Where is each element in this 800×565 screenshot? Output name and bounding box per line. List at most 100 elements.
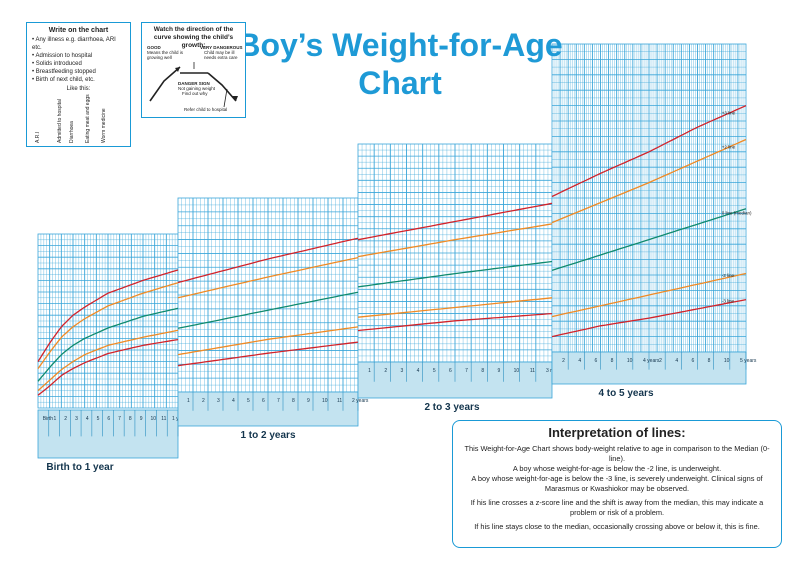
- ruler-tick-label: 2: [659, 358, 662, 364]
- interpretation-heading: Interpretation of lines:: [548, 425, 686, 440]
- ruler-tick-label: 8: [481, 368, 484, 374]
- example-labels: A.R.I Admitted to hospital Diarrhoea Eat…: [33, 94, 128, 143]
- ruler-tick-label: 1: [368, 368, 371, 374]
- series-line-minus2: [37, 329, 179, 392]
- series-label: -2 line: [722, 273, 735, 278]
- very-dangerous-label: VERY DANGEROUS: [200, 45, 243, 50]
- series-line-plus3: [357, 202, 553, 241]
- ruler-tick-label: 6: [692, 358, 695, 364]
- ruler-tick-label: 9: [498, 368, 501, 374]
- series-line-plus2: [357, 223, 553, 258]
- interpretation-text-1: This Weight-for-Age Chart shows body-wei…: [464, 444, 770, 463]
- write-box-item: Breastfeeding stopped: [32, 68, 125, 76]
- ruler-tick-label: 6: [595, 358, 598, 364]
- series-line-plus2: [177, 256, 359, 299]
- write-box-heading: Write on the chart: [48, 27, 109, 34]
- interpretation-paragraph: This Weight-for-Age Chart shows body-wei…: [461, 444, 773, 494]
- series-line-plus3: [551, 105, 747, 198]
- ruler-tick-label: 8: [708, 358, 711, 364]
- interpretation-text-5: If his line stays close to the median, o…: [474, 522, 760, 531]
- series-line-minus2: [177, 326, 359, 356]
- watch-curve-box: Watch the direction of the curve showing…: [141, 22, 246, 118]
- series-line-minus3: [37, 338, 179, 396]
- series-label: -3 line: [722, 298, 735, 303]
- series-label: +3 line: [722, 110, 736, 115]
- write-on-chart-box: Write on the chart Any illness e.g. diar…: [26, 22, 131, 147]
- danger-sub-label-1: Not gaining weight: [178, 86, 216, 91]
- ruler-tick-label: 2: [562, 358, 565, 364]
- ruler-tick-label: 2 years: [352, 398, 369, 404]
- series-line-zero: [551, 208, 747, 272]
- chart-title: Boy’s Weight-for-Age Chart: [220, 26, 580, 102]
- interpretation-box: Interpretation of lines: This Weight-for…: [452, 420, 782, 548]
- write-box-item: Birth of next child, etc.: [32, 76, 125, 84]
- ruler-tick-label: 1: [54, 416, 57, 422]
- ruler-tick-label: 5 years: [740, 358, 757, 364]
- ruler-tick-label: 2: [202, 398, 205, 404]
- ruler-tick-label: Birth: [43, 416, 54, 422]
- write-box-item: Admission to hospital: [32, 52, 125, 60]
- danger-sign-label: DANGER SIGN: [178, 81, 210, 86]
- ruler-tick-label: 11: [530, 368, 535, 374]
- example-label: Diarrhoea: [69, 121, 75, 143]
- stage-label-4-to-5: 4 to 5 years: [598, 388, 654, 399]
- ruler-tick-label: 11: [161, 416, 166, 422]
- series-line-minus3: [551, 298, 747, 338]
- write-box-item: Solids introduced: [32, 60, 125, 68]
- ruler-tick-label: 8: [292, 398, 295, 404]
- series-line-zero: [357, 260, 553, 288]
- interpretation-text-4: If his line crosses a z-score line and t…: [470, 498, 764, 517]
- ruler-tick-label: 6: [262, 398, 265, 404]
- ruler-tick-label: 7: [465, 368, 468, 374]
- series-line-minus3: [357, 312, 553, 332]
- grid-layer: [37, 43, 747, 409]
- example-label: Admitted to hospital: [57, 99, 63, 143]
- ruler-tick-label: 4: [675, 358, 678, 364]
- ruler-tick-label: 5: [433, 368, 436, 374]
- ruler-tick-label: 10: [724, 358, 730, 364]
- ruler-tick-label: 8: [611, 358, 614, 364]
- ruler-tick-label: 5: [97, 416, 100, 422]
- series-line-minus2: [551, 272, 747, 318]
- ruler-tick-label: 2: [64, 416, 67, 422]
- ruler-tick-label: 3: [75, 416, 78, 422]
- write-box-item: Any illness e.g. diarrhoea, ARI etc.: [32, 36, 125, 52]
- interpretation-text-3: A boy whose weight-for-age is below the …: [471, 474, 763, 493]
- ruler-tick-label: 5: [247, 398, 250, 404]
- curve-direction-icon: [149, 62, 238, 108]
- growth-lines-layer: +3 line +2 line 0 line (median) -2 line -3 l…: [37, 105, 752, 396]
- series-line-zero: [37, 307, 179, 382]
- ruler-tick-label: 11: [337, 398, 342, 404]
- ruler-tick-label: 7: [277, 398, 280, 404]
- series-label: +2 line: [722, 144, 736, 149]
- ruler-tick-label: 6: [449, 368, 452, 374]
- series-label: 0 line (median): [722, 210, 752, 215]
- refer-label: Refer child to hospital: [184, 107, 228, 112]
- ruler-tick-label: 7: [118, 416, 121, 422]
- ruler-tick-label: 9: [307, 398, 310, 404]
- series-line-plus2: [551, 138, 747, 224]
- ruler-tick-label: 4: [578, 358, 581, 364]
- ruler-tick-label: 4: [86, 416, 89, 422]
- series-line-minus3: [177, 341, 359, 367]
- example-label: Eating meat and eggs: [85, 94, 91, 143]
- like-this-label: Like this:: [66, 86, 91, 92]
- example-label: A.R.I: [35, 131, 41, 143]
- interpretation-text-2: A boy whose weight-for-age is below the …: [512, 464, 722, 473]
- age-ruler: [37, 409, 179, 459]
- ruler-tick-label: 3: [401, 368, 404, 374]
- ruler-tick-label: 10: [150, 416, 156, 422]
- ruler-tick-label: 2: [384, 368, 387, 374]
- ruler-tick-label: 10: [514, 368, 520, 374]
- ruler-tick-label: 8: [129, 416, 132, 422]
- danger-sub-label-2: Find out why: [182, 91, 208, 96]
- good-label: GOOD: [147, 45, 161, 50]
- stage-label-1-to-2: 1 to 2 years: [240, 430, 296, 441]
- ruler-tick-label: 4 years: [643, 358, 660, 364]
- stage-label-birth-to-1: Birth to 1 year: [46, 462, 114, 473]
- series-line-plus2: [37, 282, 179, 369]
- series-line-minus2: [357, 297, 553, 318]
- series-line-zero: [177, 291, 359, 329]
